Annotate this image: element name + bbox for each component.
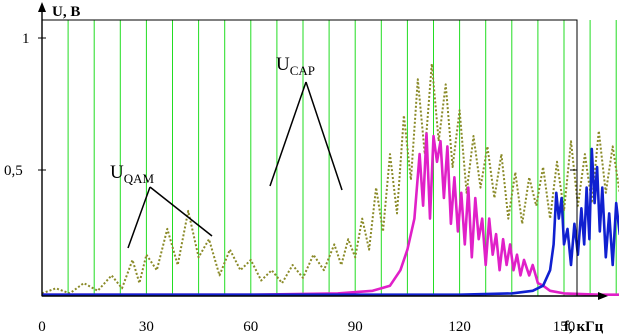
y-tick-label-0-5: 0,5	[4, 163, 23, 179]
annotation-u-qam-pointer-2	[149, 186, 213, 237]
annotation-u-cap-sub: CAP	[290, 63, 315, 78]
series-layer	[41, 62, 619, 297]
annotation-u-cap-pointer-1	[269, 81, 307, 187]
series-line-1	[42, 132, 619, 297]
series-line-2	[42, 147, 619, 297]
tick-layer: 1 0,5 U, В f, кГц 0306090120150180210240…	[4, 4, 604, 335]
x-tick-label: 0	[38, 319, 46, 335]
annotation-u-cap-pointer-2	[305, 81, 343, 191]
y-axis-arrow	[38, 2, 46, 12]
x-tick-label: 120	[448, 319, 471, 335]
x-axis-label: f, кГц	[564, 319, 604, 335]
annotation-u-cap-main: U	[276, 54, 290, 75]
annotation-u-qam: UQAM	[110, 162, 155, 186]
annotation-layer: UQAM UCAP	[110, 54, 343, 249]
annotation-u-qam-main: U	[110, 162, 124, 183]
x-tick-label: 30	[139, 319, 154, 335]
plot-frame	[41, 19, 578, 297]
annotation-u-qam-pointer-1	[127, 186, 151, 249]
frame-layer	[38, 2, 608, 300]
y-axis-label: U, В	[52, 4, 80, 20]
annotation-u-qam-sub: QAM	[124, 171, 155, 186]
annotation-u-cap: UCAP	[276, 54, 315, 78]
x-tick-label: 150	[553, 319, 576, 335]
x-tick-label: 90	[348, 319, 363, 335]
x-axis-arrow	[598, 292, 608, 300]
x-tick-label: 60	[243, 319, 258, 335]
y-tick-label-1: 1	[22, 31, 30, 47]
